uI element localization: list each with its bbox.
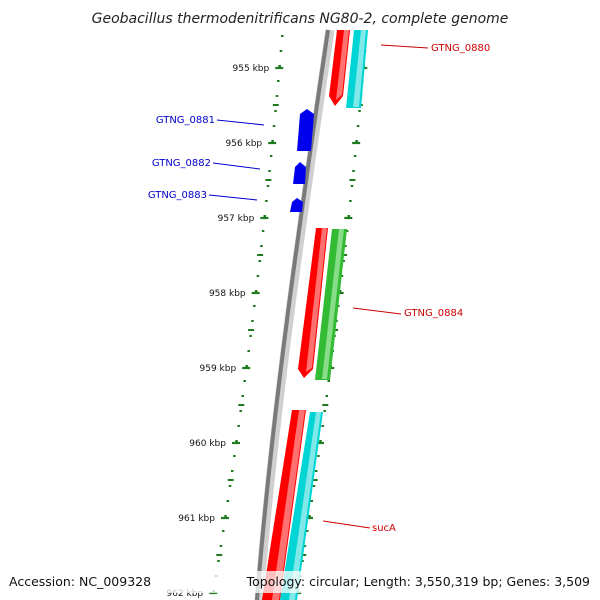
gene-label-gtng-0883[interactable]: GTNG_0883 <box>148 190 207 201</box>
cds-blue-gtng-0882 <box>293 162 306 184</box>
forward-cds-track-outer <box>280 30 368 600</box>
scale-tick-label: 960 kbp <box>189 439 226 449</box>
forward-cds-track <box>262 30 350 600</box>
scale-tick-label: 956 kbp <box>225 139 262 149</box>
scale-tick-label: 958 kbp <box>209 289 246 299</box>
cds-cyan-highlight <box>289 412 321 600</box>
accession-text: Accession: NC_009328 <box>9 574 151 589</box>
scale-tick-label: 961 kbp <box>178 514 215 524</box>
cds-red-highlight <box>272 410 305 600</box>
gene-label-gtng-0884[interactable]: GTNG_0884 <box>404 308 463 319</box>
gene-label-gtng-0880[interactable]: GTNG_0880 <box>431 43 490 54</box>
gene-label-layer: GTNG_0880 GTNG_0881 GTNG_0882 GTNG_0883 … <box>148 43 490 534</box>
footer-background <box>0 571 600 593</box>
genome-title: Geobacillus thermodenitrificans NG80-2, … <box>92 11 509 27</box>
reverse-cds-track <box>290 109 314 212</box>
leader-line-gtng-0881 <box>216 119 265 126</box>
leader-line-gtng-0880 <box>380 44 429 49</box>
cds-blue-gtng-0881 <box>297 109 314 151</box>
scale-tick-label: 955 kbp <box>233 64 270 74</box>
leader-line-gtng-0883 <box>208 194 258 201</box>
cds-green-highlight <box>322 229 344 379</box>
leader-line-gtng-0882 <box>212 162 261 170</box>
tick-layer: 955 kbp 956 kbp 957 kbp 958 kbp 959 kbp 960 k… <box>166 35 368 599</box>
leader-line-gtng-0884 <box>352 307 402 315</box>
cds-red-highlight <box>306 228 327 372</box>
gene-label-gtng-0881[interactable]: GTNG_0881 <box>156 115 215 126</box>
leader-line-suca <box>322 520 371 529</box>
gene-label-gtng-0882[interactable]: GTNG_0882 <box>152 158 211 169</box>
gene-label-suca[interactable]: sucA <box>372 523 396 534</box>
scale-tick-label: 957 kbp <box>218 214 255 224</box>
cds-cyan-highlight <box>353 30 366 107</box>
scale-tick-label: 962 kbp <box>166 589 203 599</box>
scale-tick-label: 959 kbp <box>200 364 237 374</box>
genome-backbone-line <box>255 29 330 600</box>
topology-text: Topology: circular; Length: 3,550,319 bp… <box>246 574 590 589</box>
cds-red-highlight <box>336 30 349 100</box>
cds-blue-gtng-0883 <box>290 198 303 212</box>
